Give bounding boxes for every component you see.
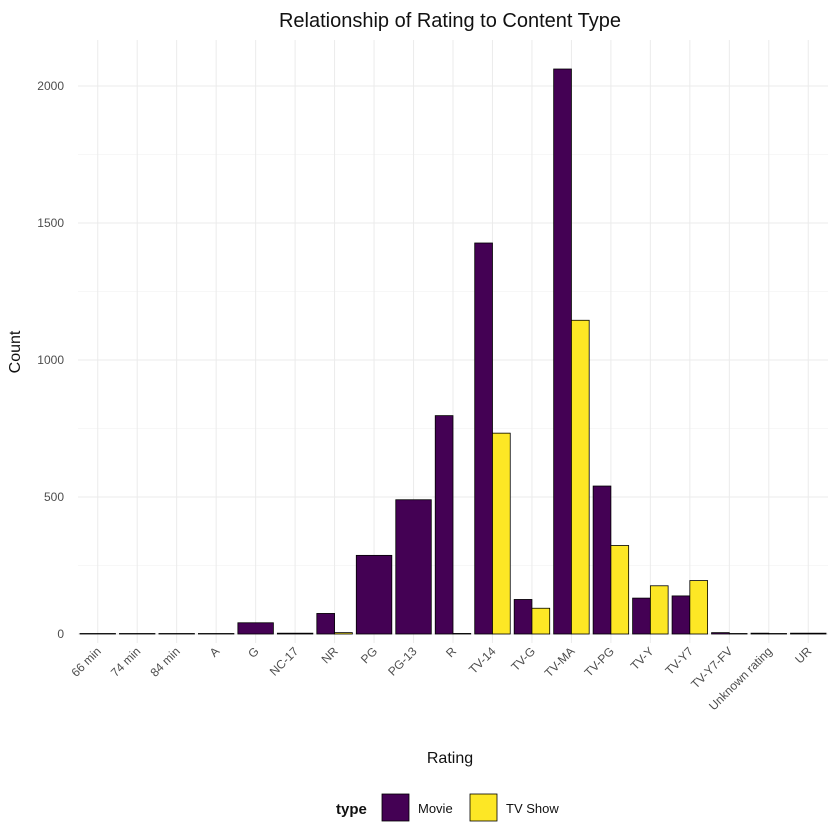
chart-title: Relationship of Rating to Content Type [279, 10, 621, 32]
bars [79, 68, 827, 635]
bar-tv-show-tv-y7 [689, 580, 709, 635]
bar-movie-ur [790, 632, 827, 635]
bar-tv-show-tv-g [531, 607, 551, 635]
bar-movie-74-min [119, 633, 156, 635]
x-axis-title: Rating [427, 750, 473, 767]
y-tick-label: 2000 [37, 79, 64, 93]
x-tick-label: 84 min [147, 644, 182, 679]
bar-movie-tv-pg [592, 485, 612, 635]
bar-movie-tv-y [632, 597, 651, 635]
legend-key-tv-show [469, 793, 498, 822]
x-tick-label: 74 min [108, 644, 143, 679]
bar-movie-g [237, 622, 274, 635]
legend-label: Movie [418, 801, 453, 816]
bar-movie-pg [355, 554, 393, 635]
x-tick-label: UR [792, 644, 814, 666]
y-tick-label: 0 [57, 627, 64, 641]
bar-tv-show-tv-pg [610, 545, 630, 635]
y-tick-label: 1000 [37, 353, 64, 367]
bar-movie-tv-14 [474, 242, 493, 635]
x-tick-label: R [443, 644, 459, 660]
bar-tv-show-tv-y [649, 585, 669, 635]
bar-movie-r [434, 415, 454, 635]
bar-movie-a [197, 633, 235, 635]
y-axis-ticks: 0 500 1000 1500 2000 [37, 79, 64, 641]
bar-tv-show-tv-14 [492, 432, 511, 635]
y-axis-title: Count [7, 330, 24, 373]
legend-label: TV Show [506, 801, 559, 816]
x-tick-label: TV-Y [628, 644, 657, 673]
bar-movie-unknown-rating [750, 632, 770, 635]
x-tick-label: NR [319, 644, 341, 666]
y-tick-label: 1500 [37, 216, 64, 230]
x-tick-label: A [207, 644, 223, 660]
x-tick-label: PG-13 [385, 644, 420, 679]
x-axis-ticks: 66 min 74 min 84 min A G NC-17 NR PG PG-13 R TV-14… [68, 644, 814, 713]
bar-movie-tv-y7 [671, 595, 691, 635]
y-tick-label: 500 [44, 490, 64, 504]
legend-key-movie [381, 793, 410, 822]
x-tick-label: TV-PG [582, 644, 617, 679]
bar-movie-nr [316, 613, 335, 635]
x-tick-label: TV-14 [466, 644, 499, 677]
x-tick-label: TV-G [508, 644, 538, 674]
x-tick-label: TV-MA [542, 644, 578, 680]
bar-movie-tv-y7-fv [711, 632, 730, 635]
legend: type Movie TV Show [336, 793, 559, 822]
x-tick-label: NC-17 [267, 644, 302, 679]
bar-movie-66-min [79, 633, 116, 635]
bar-movie-84-min [158, 633, 195, 635]
bar-tv-show-tv-y7-fv [728, 633, 748, 635]
bar-movie-tv-ma [553, 68, 572, 635]
bar-tv-show-nr [334, 632, 353, 635]
bar-tv-show-tv-ma [571, 319, 590, 635]
bar-movie-tv-g [513, 599, 533, 635]
x-tick-label: TV-Y7 [662, 644, 696, 678]
bar-movie-nc-17 [276, 632, 314, 635]
x-tick-label: 66 min [68, 644, 103, 679]
x-tick-label: G [245, 644, 262, 661]
legend-title: type [336, 801, 367, 818]
bar-tv-show-r [452, 633, 472, 635]
bar-tv-show-unknown-rating [768, 633, 787, 635]
bar-movie-pg-13 [395, 499, 432, 635]
x-tick-label: PG [358, 644, 380, 666]
